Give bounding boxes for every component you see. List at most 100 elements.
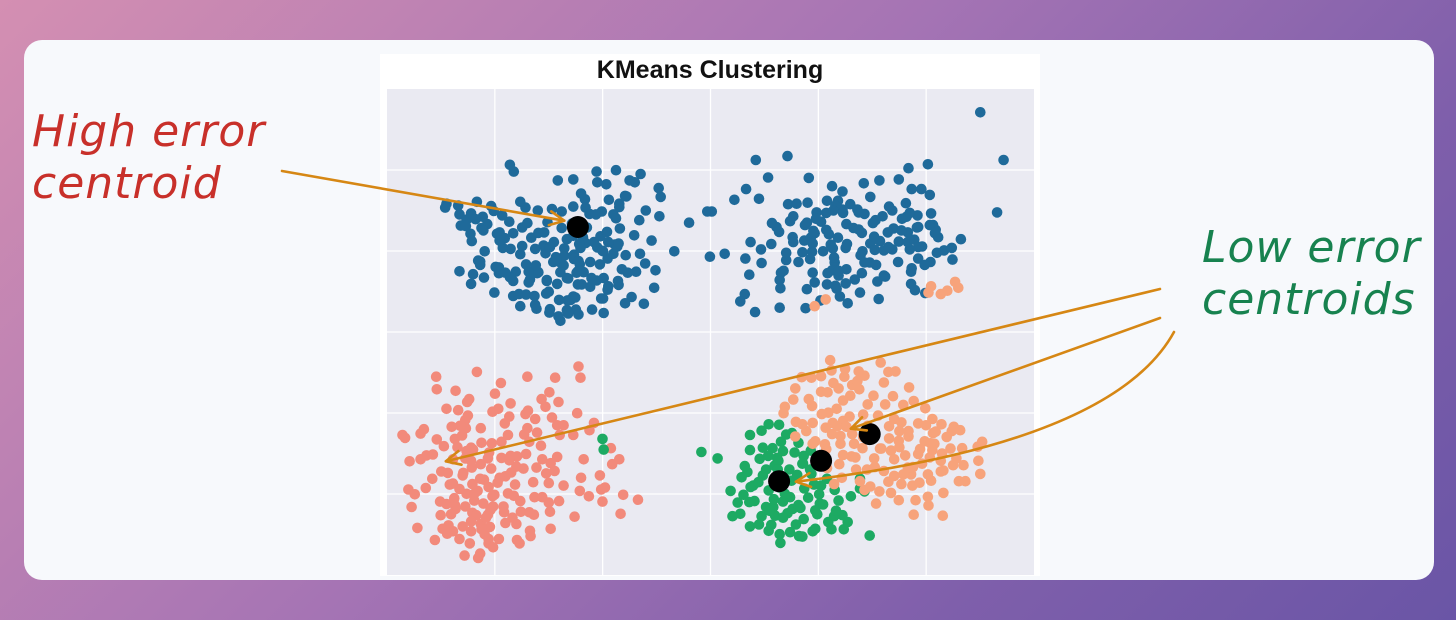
data-point	[485, 504, 496, 516]
data-point	[524, 525, 536, 537]
data-point	[588, 417, 600, 429]
data-point	[504, 216, 515, 227]
data-point	[702, 206, 713, 217]
data-point	[920, 403, 931, 414]
data-point	[802, 492, 814, 504]
data-point	[460, 220, 472, 232]
data-point	[799, 483, 810, 494]
data-point	[500, 267, 511, 278]
data-point	[764, 505, 775, 517]
data-point	[840, 278, 851, 289]
data-point	[791, 198, 802, 209]
data-point	[650, 265, 661, 276]
data-point	[571, 267, 582, 278]
data-point	[515, 495, 526, 507]
data-point	[474, 473, 486, 485]
data-point	[893, 494, 905, 506]
data-point	[524, 274, 536, 285]
data-point	[736, 472, 747, 483]
data-point	[515, 248, 526, 260]
data-point	[749, 306, 761, 318]
data-point	[552, 175, 564, 186]
data-point	[826, 524, 837, 535]
data-point	[807, 438, 818, 450]
data-point	[801, 217, 813, 228]
data-point	[719, 248, 730, 260]
data-point	[780, 247, 792, 259]
data-point	[654, 211, 665, 222]
data-point	[744, 444, 756, 456]
data-point	[613, 238, 624, 249]
data-point	[729, 194, 740, 206]
data-point	[868, 390, 879, 402]
data-point	[431, 434, 443, 445]
data-point	[450, 385, 461, 397]
data-point	[744, 429, 756, 441]
data-point	[404, 456, 415, 467]
data-point	[524, 436, 535, 448]
data-point	[575, 372, 586, 384]
data-point	[815, 370, 827, 382]
centroid-marker	[566, 216, 589, 238]
data-point	[696, 446, 707, 458]
data-point	[602, 284, 613, 295]
data-point	[821, 224, 832, 236]
data-point	[615, 508, 626, 520]
data-point	[858, 178, 870, 189]
data-point	[844, 411, 855, 422]
data-point	[617, 489, 629, 501]
data-point	[575, 242, 586, 254]
data-point	[712, 453, 723, 464]
data-point	[790, 431, 801, 442]
data-point	[543, 497, 555, 508]
data-point	[837, 186, 848, 197]
data-point	[558, 420, 569, 431]
data-point	[523, 266, 534, 277]
data-point	[859, 257, 870, 268]
data-point	[531, 303, 542, 314]
data-point	[603, 236, 614, 248]
data-point	[817, 246, 829, 257]
data-point	[635, 168, 646, 180]
data-point	[832, 232, 844, 243]
data-point	[849, 274, 861, 285]
data-point	[830, 280, 841, 292]
data-point	[975, 468, 986, 480]
data-point	[449, 499, 461, 511]
data-point	[529, 413, 541, 425]
data-point	[808, 225, 819, 237]
data-point	[502, 488, 514, 499]
data-point	[614, 223, 626, 234]
data-point	[865, 191, 876, 203]
data-point	[469, 488, 480, 500]
data-point	[919, 259, 930, 271]
data-point	[597, 245, 608, 257]
data-point	[908, 509, 919, 520]
data-point	[572, 279, 584, 290]
data-point	[834, 458, 845, 470]
chart-panel: KMeans Clustering	[380, 54, 1040, 576]
data-point	[892, 256, 904, 268]
data-point	[588, 236, 600, 248]
data-point	[465, 526, 477, 537]
data-point	[738, 489, 749, 501]
data-point	[553, 294, 565, 306]
data-point	[828, 205, 839, 216]
data-point	[882, 227, 894, 238]
data-point	[554, 429, 565, 441]
data-point	[622, 267, 633, 278]
data-point	[874, 175, 885, 186]
data-point	[867, 217, 879, 229]
data-point	[789, 447, 800, 458]
data-point	[883, 421, 895, 432]
data-point	[515, 300, 526, 312]
data-point	[461, 396, 473, 408]
data-point	[806, 468, 817, 480]
data-point	[467, 268, 479, 280]
data-point	[793, 256, 804, 268]
data-point	[704, 251, 716, 262]
data-point	[763, 419, 774, 430]
data-point	[530, 260, 542, 271]
data-point	[874, 486, 885, 497]
data-point	[505, 450, 516, 462]
